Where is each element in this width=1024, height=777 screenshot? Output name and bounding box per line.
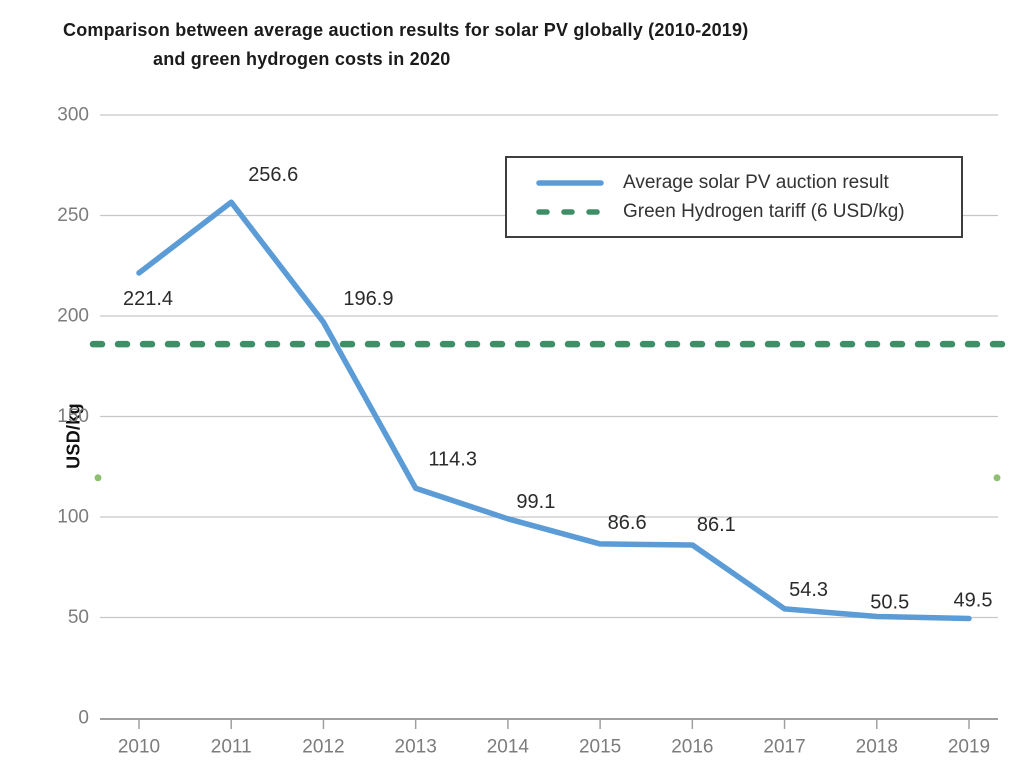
pv-auction-line [136, 199, 972, 622]
x-tick-label: 2016 [671, 737, 713, 758]
legend-label-hydrogen-tariff: Green Hydrogen tariff (6 USD/kg) [623, 200, 905, 222]
edge-dot [993, 474, 1001, 482]
data-label: 50.5 [870, 591, 909, 613]
x-tick-label: 2017 [763, 737, 805, 758]
y-tick-label: 100 [57, 507, 89, 528]
solid-line-swatch [536, 179, 604, 186]
y-tick-label: 0 [78, 708, 89, 729]
x-tick-label: 2013 [395, 737, 437, 758]
data-label: 49.5 [954, 590, 993, 612]
x-tick-label: 2012 [302, 737, 344, 758]
y-tick-label: 150 [57, 406, 89, 427]
data-label: 221.4 [123, 288, 173, 310]
x-tick-label: 2019 [948, 737, 990, 758]
data-label: 256.6 [248, 164, 298, 186]
y-tick-label: 200 [57, 306, 89, 327]
y-tick-label: 50 [68, 607, 89, 628]
legend-item-solar-pv: Average solar PV auction result [535, 172, 961, 194]
data-label: 114.3 [428, 448, 477, 470]
y-tick-label: 250 [57, 205, 89, 226]
chart-title-line1: Comparison between average auction resul… [63, 20, 749, 40]
data-label: 86.6 [608, 512, 647, 534]
chart-title: Comparison between average auction resul… [63, 16, 748, 74]
x-tick-label: 2015 [579, 737, 621, 758]
legend: Average solar PV auction result Green Hy… [505, 156, 963, 238]
data-label: 196.9 [343, 288, 393, 310]
dashed-line-swatch [536, 208, 604, 215]
legend-label-solar-pv: Average solar PV auction result [623, 171, 889, 193]
chart-title-line2: and green hydrogen costs in 2020 [153, 49, 451, 69]
x-tick-label: 2014 [487, 737, 530, 758]
legend-item-hydrogen-tariff: Green Hydrogen tariff (6 USD/kg) [535, 201, 961, 223]
data-label: 86.1 [697, 514, 736, 536]
edge-dot [94, 474, 102, 482]
x-tick-label: 2018 [856, 737, 898, 758]
data-label: 54.3 [789, 579, 828, 601]
y-tick-label: 300 [57, 105, 89, 126]
x-tick-label: 2011 [211, 737, 252, 758]
x-tick-label: 2010 [118, 737, 160, 758]
data-label: 99.1 [516, 491, 555, 513]
